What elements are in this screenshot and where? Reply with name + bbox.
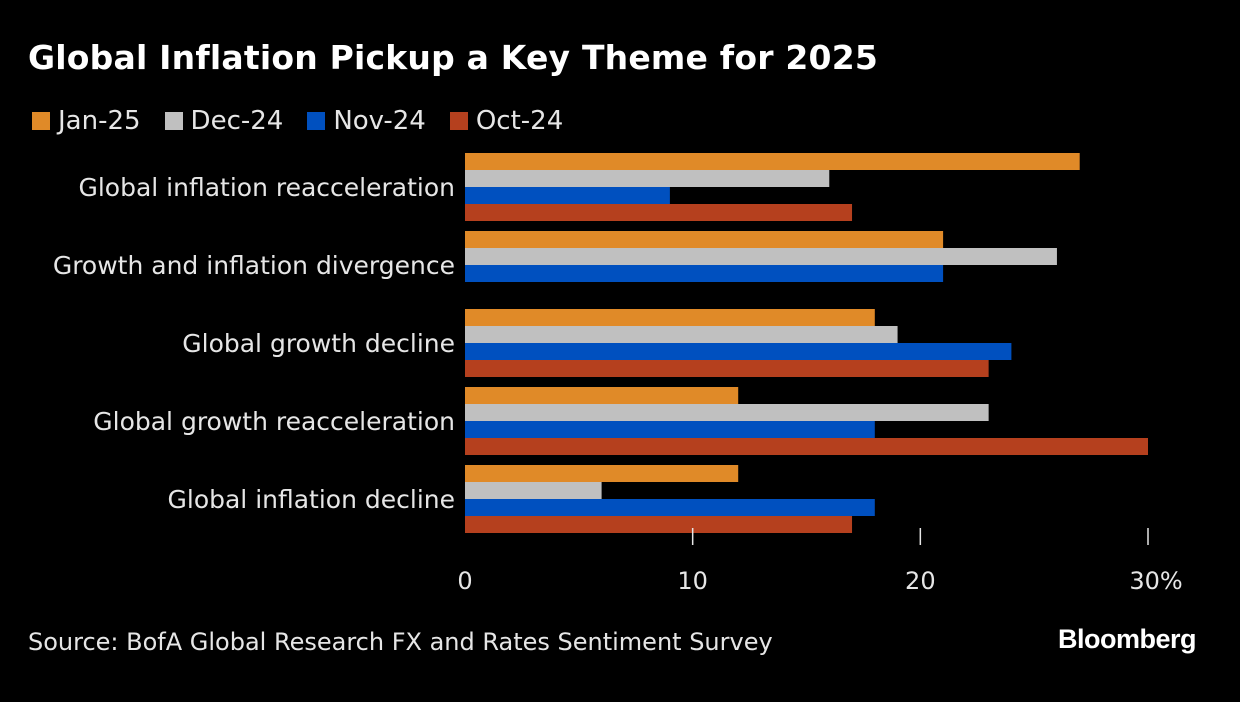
x-tick-label-0: 0 [457, 567, 472, 595]
bar-oct-24-global-inflation-decline [465, 516, 853, 533]
bloomberg-logo: Bloomberg [1058, 624, 1197, 654]
bar-oct-24-global-inflation-reacceleration [465, 204, 853, 221]
x-tick-label-20: 20 [905, 567, 936, 595]
legend-item-nov-24: Nov-24 [307, 106, 426, 136]
legend-label-dec-24: Dec-24 [190, 106, 284, 136]
legend-swatch-jan-25 [32, 112, 50, 130]
legend: Jan-25 Dec-24 Nov-24 Oct-24 [32, 106, 587, 136]
bar-jan-25-global-inflation-reacceleration [465, 153, 1080, 170]
bar-nov-24-growth-and-inflation-divergence [465, 265, 944, 282]
bar-dec-24-global-growth-reacceleration [465, 404, 989, 421]
bar-dec-24-global-inflation-decline [465, 482, 602, 499]
bar-nov-24-global-inflation-decline [465, 499, 875, 516]
bar-nov-24-global-growth-decline [465, 343, 1012, 360]
legend-item-oct-24: Oct-24 [449, 106, 564, 136]
category-label-growth-and-inflation-divergence: Growth and inflation divergence [53, 251, 455, 280]
bar-oct-24-global-growth-reacceleration [465, 438, 1148, 455]
bar-jan-25-global-growth-reacceleration [465, 387, 739, 404]
chart-title: Global Inflation Pickup a Key Theme for … [28, 38, 879, 77]
category-label-global-inflation-reacceleration: Global inflation reacceleration [78, 173, 455, 202]
bar-jan-25-global-growth-decline [465, 309, 875, 326]
x-tick-label-30: 30% [1129, 567, 1182, 595]
category-label-global-growth-decline: Global growth decline [182, 329, 455, 358]
bar-dec-24-global-inflation-reacceleration [465, 170, 830, 187]
legend-swatch-nov-24 [307, 112, 326, 130]
bar-nov-24-global-growth-reacceleration [465, 421, 875, 438]
bar-dec-24-global-growth-decline [465, 326, 898, 343]
bar-oct-24-global-growth-decline [465, 360, 989, 377]
legend-item-jan-25: Jan-25 [32, 106, 141, 136]
legend-label-nov-24: Nov-24 [333, 106, 426, 136]
legend-label-jan-25: Jan-25 [58, 106, 141, 136]
legend-label-oct-24: Oct-24 [475, 106, 564, 136]
legend-item-dec-24: Dec-24 [164, 106, 284, 136]
category-label-global-inflation-decline: Global inflation decline [168, 485, 456, 514]
category-label-global-growth-reacceleration: Global growth reacceleration [93, 407, 455, 436]
legend-swatch-dec-24 [164, 112, 183, 130]
bar-jan-25-growth-and-inflation-divergence [465, 231, 944, 248]
source-note: Source: BofA Global Research FX and Rate… [28, 628, 773, 656]
bar-nov-24-global-inflation-reacceleration [465, 187, 670, 204]
legend-swatch-oct-24 [449, 112, 468, 130]
x-tick-label-10: 10 [677, 567, 708, 595]
bar-jan-25-global-inflation-decline [465, 465, 739, 482]
bar-dec-24-growth-and-inflation-divergence [465, 248, 1057, 265]
